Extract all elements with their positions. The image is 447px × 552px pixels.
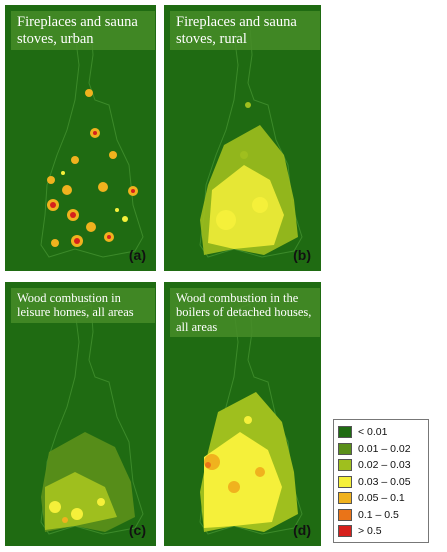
legend-label: > 0.5 — [358, 525, 382, 538]
map-a — [40, 26, 144, 258]
legend-item: 0.03 – 0.05 — [338, 474, 424, 491]
map-panel-c: Wood combustion in leisure homes, all ar… — [5, 282, 156, 546]
legend-label: < 0.01 — [358, 426, 388, 439]
map-panel-b: Fireplaces and sauna stoves, rural (b) — [164, 5, 321, 271]
legend-item: 0.1 – 0.5 — [338, 507, 424, 524]
map-panel-d: Wood combustion in the boilers of detach… — [164, 282, 321, 546]
legend-label: 0.05 – 0.1 — [358, 492, 405, 505]
legend-item: 0.05 – 0.1 — [338, 490, 424, 507]
legend-item: 0.02 – 0.03 — [338, 457, 424, 474]
legend-swatch — [338, 459, 352, 472]
map-legend: < 0.01 0.01 – 0.02 0.02 – 0.03 0.03 – 0.… — [333, 419, 429, 543]
legend-item: < 0.01 — [338, 424, 424, 441]
panel-label-b: (b) — [293, 247, 311, 263]
legend-label: 0.02 – 0.03 — [358, 459, 411, 472]
legend-label: 0.01 – 0.02 — [358, 442, 411, 455]
panel-label-d: (d) — [293, 522, 311, 538]
map-b — [199, 26, 303, 258]
legend-swatch — [338, 525, 352, 538]
panel-label-a: (a) — [128, 247, 146, 263]
emission-spots-a — [47, 89, 138, 247]
panel-label-c: (c) — [128, 522, 146, 538]
legend-label: 0.03 – 0.05 — [358, 475, 411, 488]
panel-title-b: Fireplaces and sauna stoves, rural — [170, 11, 320, 51]
panel-title-a: Fireplaces and sauna stoves, urban — [11, 11, 155, 51]
emission-area-d — [200, 392, 298, 532]
panel-title-c: Wood combustion in leisure homes, all ar… — [11, 288, 155, 323]
legend-item: 0.01 – 0.02 — [338, 441, 424, 458]
legend-swatch — [338, 475, 352, 488]
legend-swatch — [338, 426, 352, 439]
emission-area-b — [200, 102, 298, 255]
legend-label: 0.1 – 0.5 — [358, 508, 399, 521]
map-panel-a: Fireplaces and sauna stoves, urban (a) — [5, 5, 156, 271]
map-d — [199, 303, 303, 535]
legend-swatch — [338, 442, 352, 455]
panel-title-d: Wood combustion in the boilers of detach… — [170, 288, 320, 338]
legend-swatch — [338, 508, 352, 521]
legend-item: > 0.5 — [338, 523, 424, 540]
emission-area-c — [41, 432, 135, 532]
map-c — [40, 303, 144, 535]
legend-swatch — [338, 492, 352, 505]
